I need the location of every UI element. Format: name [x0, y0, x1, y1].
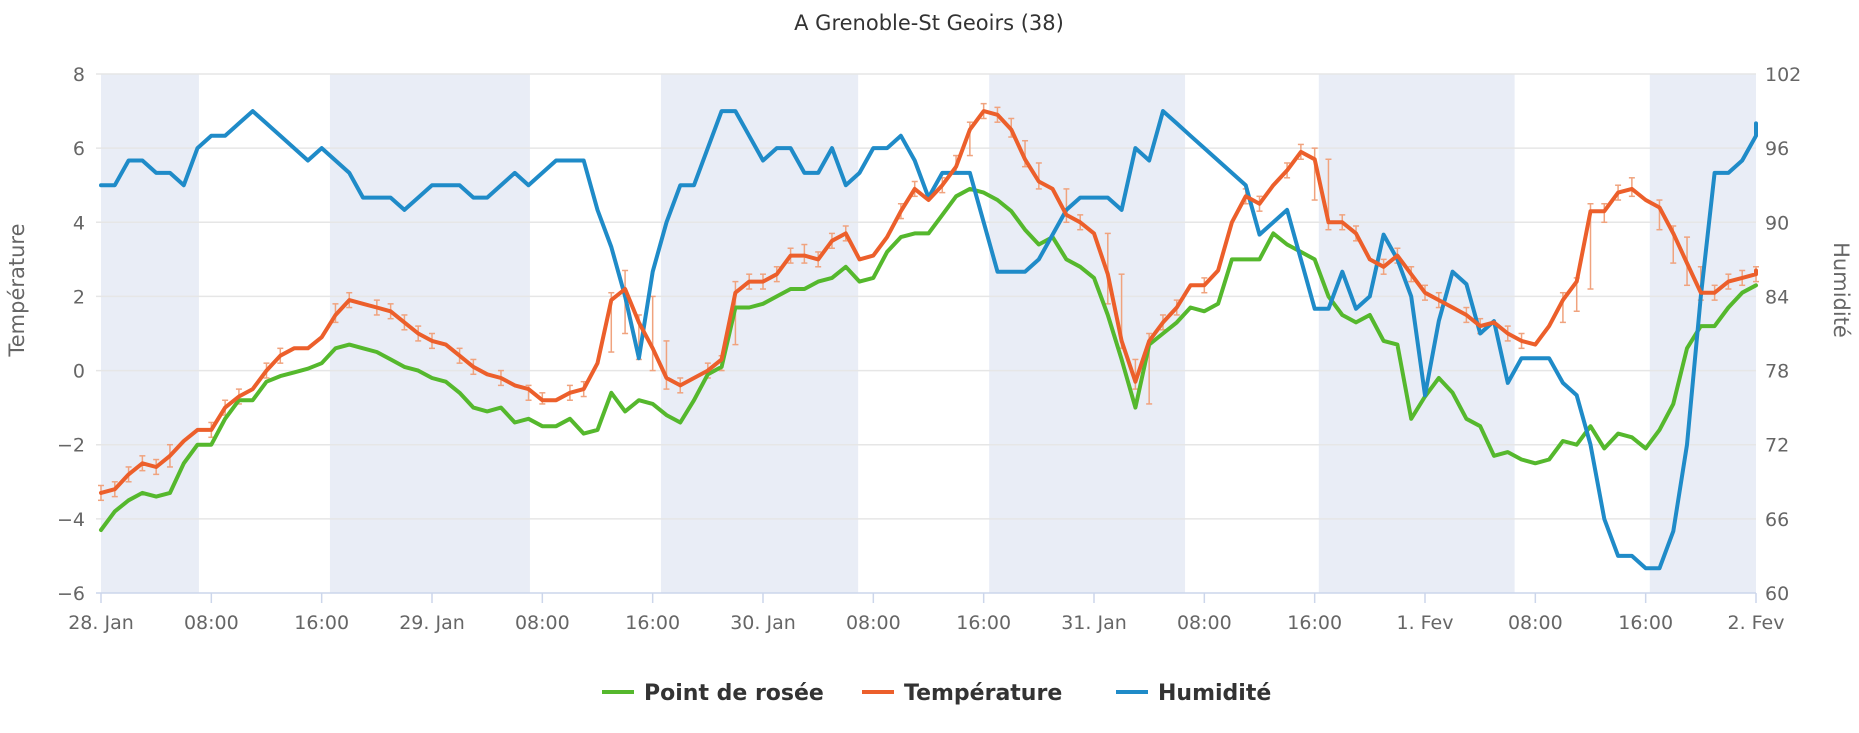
legend: Point de rosée Température Humidité — [602, 681, 1271, 706]
night-band-0 — [101, 74, 199, 593]
y-right-tick-label: 78 — [1765, 361, 1789, 383]
x-tick-label: 28. Jan — [68, 612, 134, 634]
y-axis-right: 60 66 72 78 84 90 96 102 — [1765, 64, 1801, 605]
x-tick-label: 16:00 — [956, 612, 1011, 634]
x-tick-label: 1. Fev — [1397, 612, 1454, 634]
legend-item-humidity[interactable]: Humidité — [1116, 681, 1271, 706]
y-left-tick-label: −4 — [57, 509, 85, 531]
y-axis-left: −6 −4 −2 0 2 4 6 8 — [57, 64, 85, 605]
y-left-tick-label: 2 — [73, 286, 85, 308]
legend-label-humidity: Humidité — [1158, 681, 1271, 706]
y-right-tick-label: 96 — [1765, 138, 1789, 160]
error-bar — [663, 340, 670, 390]
legend-item-dewpoint[interactable]: Point de rosée — [602, 681, 824, 706]
y-axis-right-title: Humidité — [1829, 242, 1853, 338]
x-tick-label: 16:00 — [1618, 612, 1673, 634]
night-band-5 — [1649, 74, 1756, 593]
y-right-tick-label: 66 — [1765, 509, 1789, 531]
x-tick-label: 16:00 — [625, 612, 680, 634]
legend-label-temperature: Température — [904, 681, 1062, 706]
y-right-tick-label: 60 — [1765, 583, 1789, 605]
legend-label-dewpoint: Point de rosée — [644, 681, 824, 706]
x-tick-label: 29. Jan — [399, 612, 465, 634]
x-tick-label: 08:00 — [184, 612, 239, 634]
error-bar — [649, 295, 656, 372]
x-tick-label: 08:00 — [846, 612, 901, 634]
x-tick-label: 08:00 — [515, 612, 570, 634]
x-tick-label: 2. Fev — [1728, 612, 1785, 634]
y-left-tick-label: 6 — [73, 138, 85, 160]
x-tick-label: 16:00 — [1287, 612, 1342, 634]
error-bar — [1132, 358, 1139, 390]
chart-title: A Grenoble-St Geoirs (38) — [794, 11, 1064, 35]
error-bar — [1311, 147, 1318, 201]
y-right-tick-label: 72 — [1765, 435, 1789, 457]
humidity-line — [99, 109, 1758, 571]
x-tick-label: 31. Jan — [1061, 612, 1127, 634]
grid-lines — [96, 73, 1756, 520]
y-left-tick-label: −2 — [57, 435, 85, 457]
dewpoint-line — [99, 186, 1758, 532]
y-left-tick-label: 8 — [73, 64, 85, 86]
x-axis-ticks: 28. Jan 08:00 16:00 29. Jan 08:00 16:00 30. Ja… — [68, 593, 1785, 634]
y-left-tick-label: 4 — [73, 212, 85, 234]
legend-item-temperature[interactable]: Température — [862, 681, 1062, 706]
x-tick-label: 08:00 — [1508, 612, 1563, 634]
y-right-tick-label: 102 — [1765, 64, 1801, 86]
y-right-tick-label: 84 — [1765, 286, 1789, 308]
series-lines — [99, 109, 1758, 571]
y-left-tick-label: 0 — [73, 361, 85, 383]
error-bar — [1035, 162, 1042, 190]
x-tick-label: 30. Jan — [730, 612, 796, 634]
y-axis-left-title: Température — [5, 223, 29, 357]
y-left-tick-label: −6 — [57, 583, 85, 605]
x-tick-label: 16:00 — [294, 612, 349, 634]
y-right-tick-label: 90 — [1765, 212, 1789, 234]
error-bar — [1656, 199, 1663, 231]
x-tick-label: 08:00 — [1177, 612, 1232, 634]
temperature-line — [99, 109, 1758, 495]
